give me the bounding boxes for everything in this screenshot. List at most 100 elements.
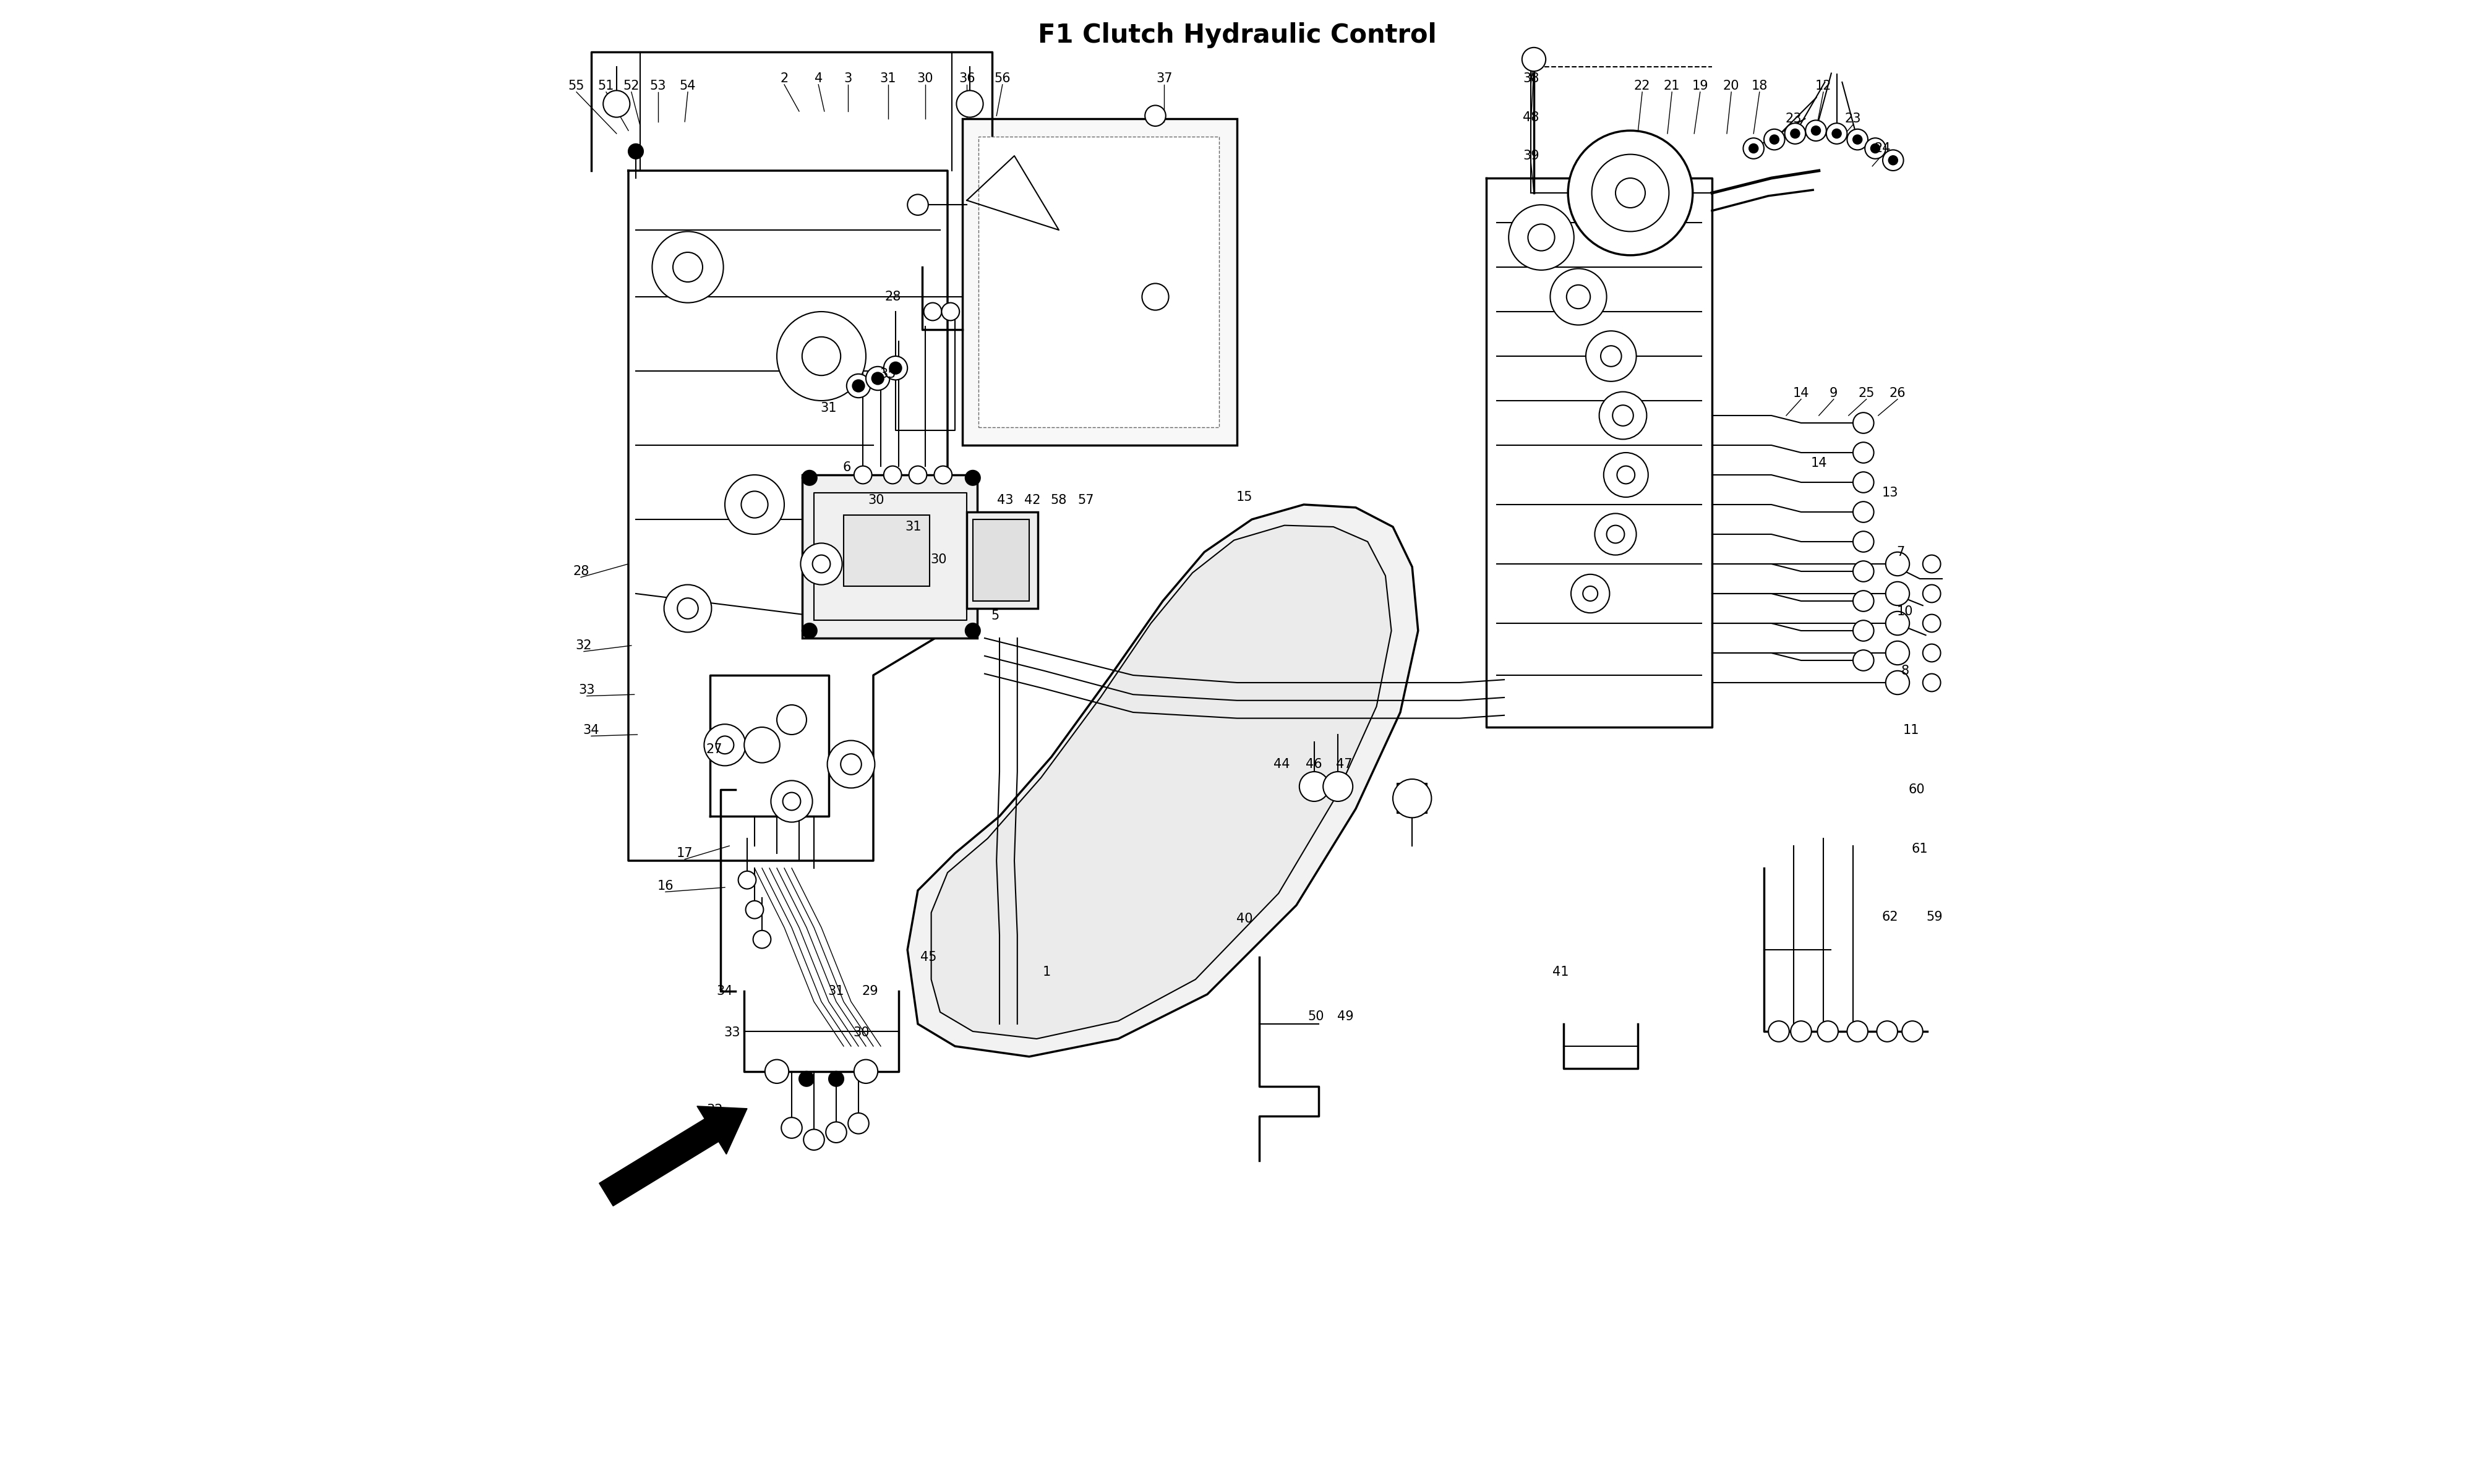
Circle shape — [1922, 674, 1940, 692]
Text: 3: 3 — [844, 73, 851, 85]
Circle shape — [653, 232, 722, 303]
Circle shape — [1744, 138, 1764, 159]
Bar — [802, 475, 977, 638]
Circle shape — [737, 871, 757, 889]
Circle shape — [1764, 129, 1784, 150]
Circle shape — [802, 543, 841, 585]
Circle shape — [725, 475, 784, 534]
Circle shape — [1853, 413, 1873, 433]
Text: 23: 23 — [1786, 113, 1801, 125]
Circle shape — [1853, 472, 1873, 493]
Text: 4: 4 — [814, 73, 821, 85]
Circle shape — [935, 466, 952, 484]
Circle shape — [1826, 123, 1848, 144]
Polygon shape — [908, 505, 1418, 1057]
Text: 46: 46 — [1306, 758, 1324, 770]
Text: 34: 34 — [584, 724, 599, 736]
Circle shape — [678, 598, 698, 619]
Circle shape — [782, 1117, 802, 1138]
Circle shape — [1583, 586, 1598, 601]
Text: 12: 12 — [1816, 80, 1831, 92]
Circle shape — [1853, 561, 1873, 582]
Text: 45: 45 — [920, 951, 938, 963]
Text: 50: 50 — [1306, 1011, 1324, 1022]
Text: 52: 52 — [623, 80, 641, 92]
Circle shape — [1883, 150, 1903, 171]
Text: 58: 58 — [1051, 494, 1066, 506]
Text: 38: 38 — [1524, 73, 1539, 85]
Circle shape — [923, 303, 943, 321]
Circle shape — [1848, 1021, 1868, 1042]
Circle shape — [1806, 120, 1826, 141]
Circle shape — [1922, 585, 1940, 603]
Text: 8: 8 — [1900, 665, 1910, 677]
Circle shape — [1551, 269, 1606, 325]
Circle shape — [1596, 513, 1635, 555]
Text: 22: 22 — [1633, 80, 1650, 92]
Text: 60: 60 — [1907, 784, 1925, 795]
Circle shape — [745, 901, 764, 919]
Text: 28: 28 — [886, 291, 901, 303]
Text: 11: 11 — [1903, 724, 1920, 736]
Text: 32: 32 — [705, 1104, 722, 1116]
Circle shape — [965, 623, 980, 638]
Text: F1 Clutch Hydraulic Control: F1 Clutch Hydraulic Control — [1037, 22, 1437, 47]
Circle shape — [752, 930, 772, 948]
Circle shape — [1616, 178, 1645, 208]
Circle shape — [1791, 1021, 1811, 1042]
Circle shape — [673, 252, 703, 282]
Circle shape — [782, 792, 802, 810]
Text: 31: 31 — [905, 521, 923, 533]
Text: 15: 15 — [1237, 491, 1252, 503]
Text: 9: 9 — [1831, 387, 1838, 399]
Text: 44: 44 — [1274, 758, 1289, 770]
Circle shape — [957, 91, 982, 117]
Circle shape — [849, 1113, 868, 1134]
Circle shape — [1566, 285, 1591, 309]
Circle shape — [1811, 126, 1821, 135]
Circle shape — [1591, 154, 1670, 232]
Circle shape — [965, 470, 980, 485]
Circle shape — [1613, 405, 1633, 426]
Circle shape — [745, 727, 779, 763]
Circle shape — [1853, 620, 1873, 641]
Text: 62: 62 — [1883, 911, 1898, 923]
Circle shape — [854, 380, 863, 392]
Text: 14: 14 — [1811, 457, 1828, 469]
Circle shape — [871, 372, 883, 384]
Bar — [980, 137, 1220, 427]
Text: 7: 7 — [1898, 546, 1905, 558]
Circle shape — [1853, 591, 1873, 611]
Text: 23: 23 — [1846, 113, 1860, 125]
Circle shape — [854, 466, 871, 484]
Circle shape — [1870, 144, 1880, 153]
Bar — [1398, 784, 1427, 813]
Circle shape — [1922, 614, 1940, 632]
Circle shape — [1618, 466, 1635, 484]
Text: 30: 30 — [918, 73, 933, 85]
Circle shape — [1885, 671, 1910, 695]
Circle shape — [1888, 156, 1898, 165]
Circle shape — [1853, 135, 1863, 144]
Circle shape — [1324, 772, 1353, 801]
Circle shape — [891, 362, 901, 374]
Circle shape — [1865, 138, 1885, 159]
Text: 55: 55 — [569, 80, 584, 92]
Text: 54: 54 — [680, 80, 695, 92]
Bar — [967, 512, 1039, 608]
Circle shape — [1833, 129, 1841, 138]
Text: 49: 49 — [1336, 1011, 1353, 1022]
Circle shape — [1885, 641, 1910, 665]
Circle shape — [1571, 574, 1611, 613]
Circle shape — [802, 337, 841, 375]
Circle shape — [1749, 144, 1759, 153]
Text: 31: 31 — [881, 73, 896, 85]
Text: 40: 40 — [1237, 913, 1252, 925]
Text: 21: 21 — [1663, 80, 1680, 92]
Circle shape — [1853, 442, 1873, 463]
FancyArrow shape — [599, 1106, 747, 1206]
Text: 27: 27 — [705, 743, 722, 755]
Circle shape — [1922, 555, 1940, 573]
Circle shape — [846, 374, 871, 398]
Circle shape — [866, 367, 891, 390]
